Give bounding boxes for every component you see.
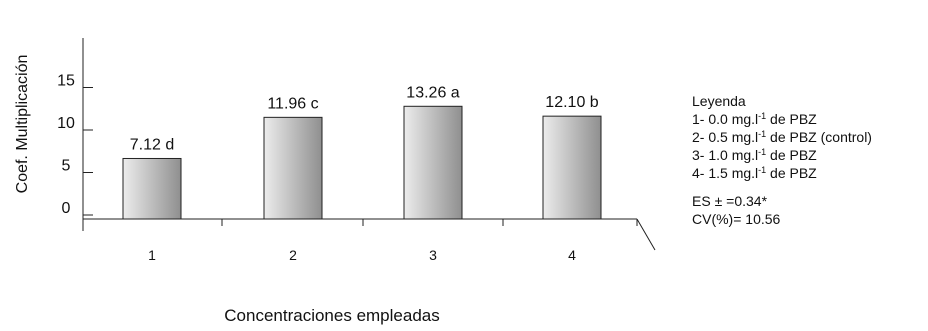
legend-item-1-suffix: de PBZ (766, 111, 817, 127)
x-tick-label: 4 (568, 247, 576, 263)
legend-item-2-prefix: 2- 0.5 mg.l (692, 129, 759, 145)
bar-value-label: 11.96 c (267, 95, 318, 112)
bar (403, 105, 463, 220)
legend-item-4-suffix: de PBZ (766, 165, 817, 181)
bar-value-label: 7.12 d (130, 136, 174, 153)
x-tick-label: 1 (148, 247, 156, 263)
bar-value-label: 12.10 b (545, 94, 598, 111)
standard-error-text: ES ± =0.34* (692, 193, 768, 209)
legend-item-3-suffix: de PBZ (766, 147, 817, 163)
legend: Leyenda 1- 0.0 mg.l-1 de PBZ 2- 0.5 mg.l… (692, 92, 872, 182)
x-axis-title: Concentraciones empleadas (224, 306, 439, 325)
legend-item-2-sup: -1 (758, 129, 767, 139)
legend-item-1: 1- 0.0 mg.l-1 de PBZ (692, 110, 872, 128)
y-tick-label: 15 (57, 73, 75, 90)
x-tick-label: 3 (429, 247, 437, 263)
legend-item-3: 3- 1.0 mg.l-1 de PBZ (692, 146, 872, 164)
coefficient-variation-text: CV(%)= 10.56 (692, 211, 781, 227)
legend-item-3-prefix: 3- 1.0 mg.l (692, 147, 759, 163)
y-tick-label: 5 (62, 158, 71, 175)
bar (542, 115, 602, 220)
y-axis-title: Coef. Multiplicación (14, 55, 31, 194)
legend-item-2: 2- 0.5 mg.l-1 de PBZ (control) (692, 128, 872, 146)
legend-item-4-sup: -1 (758, 165, 767, 175)
x-tick-label: 2 (289, 247, 297, 263)
x-axis-tail (636, 218, 656, 251)
bar (263, 116, 323, 220)
stats-annotation: ES ± =0.34* CV(%)= 10.56 (692, 192, 780, 228)
y-tick-label: 0 (62, 200, 71, 217)
y-tick-label: 10 (57, 115, 75, 132)
legend-item-4: 4- 1.5 mg.l-1 de PBZ (692, 164, 872, 182)
bar-value-label: 13.26 a (406, 84, 459, 101)
legend-item-1-sup: -1 (758, 111, 767, 121)
legend-title: Leyenda (692, 93, 746, 109)
legend-item-2-suffix: de PBZ (control) (766, 129, 872, 145)
bar (122, 157, 182, 220)
legend-item-3-sup: -1 (758, 147, 767, 157)
legend-item-4-prefix: 4- 1.5 mg.l (692, 165, 759, 181)
legend-item-1-prefix: 1- 0.0 mg.l (692, 111, 759, 127)
